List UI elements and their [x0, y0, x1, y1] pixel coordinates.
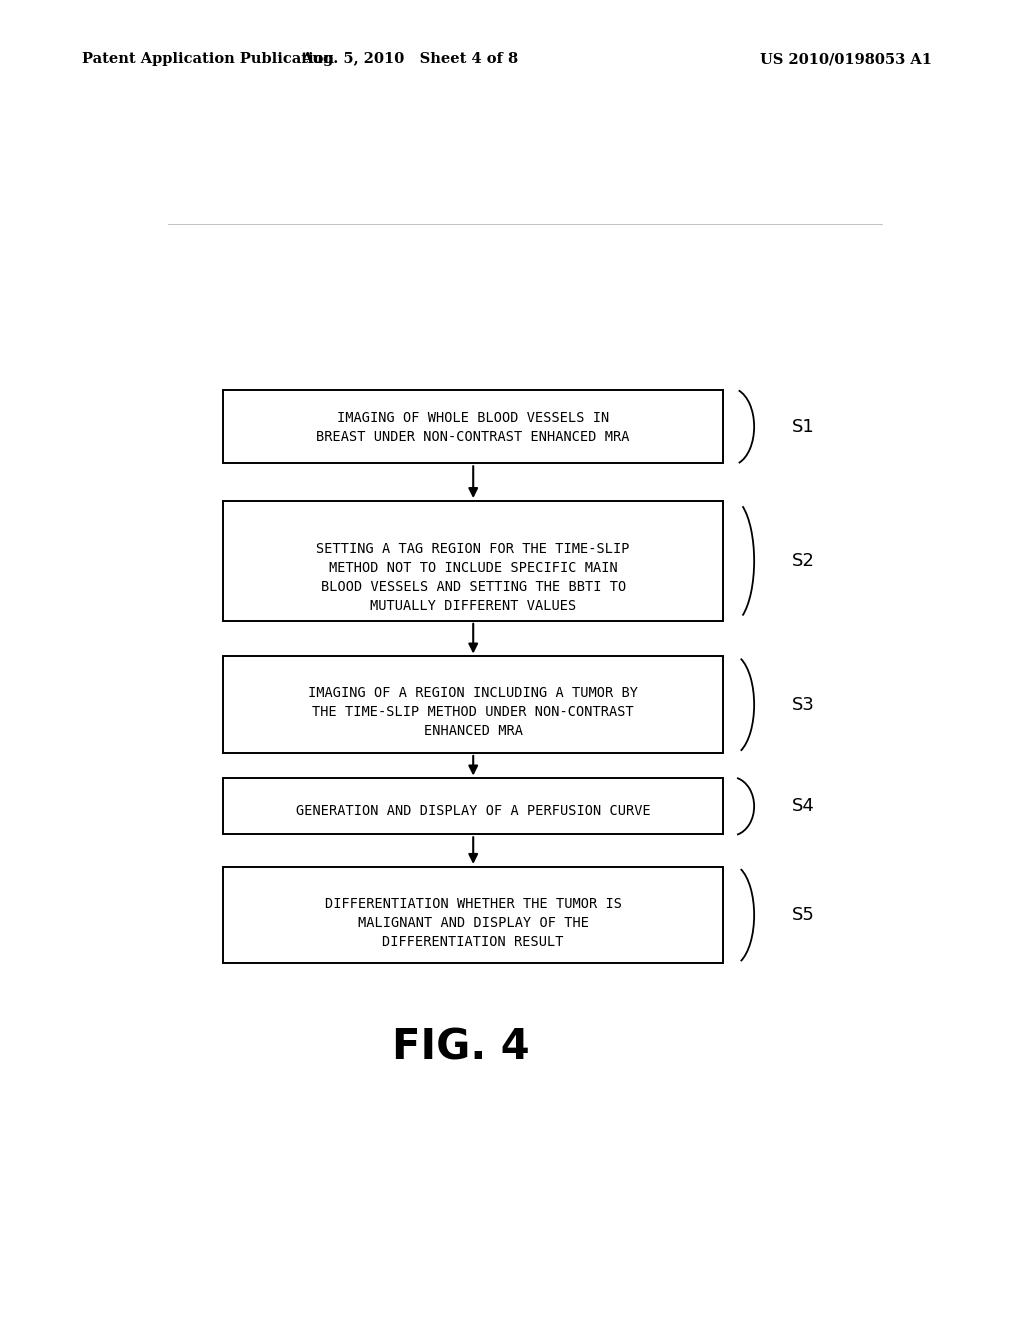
FancyArrowPatch shape	[469, 756, 477, 774]
Bar	[223, 500, 723, 620]
Text: IMAGING OF A REGION INCLUDING A TUMOR BY
THE TIME-SLIP METHOD UNDER NON-CONTRAST: IMAGING OF A REGION INCLUDING A TUMOR BY…	[308, 686, 638, 738]
Bar	[223, 656, 723, 752]
Bar	[223, 779, 723, 834]
Text: US 2010/0198053 A1: US 2010/0198053 A1	[760, 53, 932, 66]
Bar	[223, 391, 723, 463]
Text: S4: S4	[793, 797, 815, 816]
Text: S3: S3	[793, 696, 815, 714]
Text: SETTING A TAG REGION FOR THE TIME-SLIP
METHOD NOT TO INCLUDE SPECIFIC MAIN
BLOOD: SETTING A TAG REGION FOR THE TIME-SLIP M…	[316, 541, 630, 612]
Text: Aug. 5, 2010   Sheet 4 of 8: Aug. 5, 2010 Sheet 4 of 8	[301, 53, 518, 66]
Text: S5: S5	[793, 906, 815, 924]
FancyArrowPatch shape	[469, 466, 477, 496]
FancyArrowPatch shape	[469, 837, 477, 862]
Bar	[223, 867, 723, 964]
Text: DIFFERENTIATION WHETHER THE TUMOR IS
MALIGNANT AND DISPLAY OF THE
DIFFERENTIATIO: DIFFERENTIATION WHETHER THE TUMOR IS MAL…	[325, 896, 622, 949]
Text: Patent Application Publication: Patent Application Publication	[82, 53, 334, 66]
Text: S2: S2	[793, 552, 815, 570]
Text: S1: S1	[793, 417, 815, 436]
Text: IMAGING OF WHOLE BLOOD VESSELS IN
BREAST UNDER NON-CONTRAST ENHANCED MRA: IMAGING OF WHOLE BLOOD VESSELS IN BREAST…	[316, 412, 630, 445]
FancyArrowPatch shape	[469, 623, 477, 651]
Text: GENERATION AND DISPLAY OF A PERFUSION CURVE: GENERATION AND DISPLAY OF A PERFUSION CU…	[296, 804, 650, 818]
Text: FIG. 4: FIG. 4	[392, 1027, 530, 1069]
